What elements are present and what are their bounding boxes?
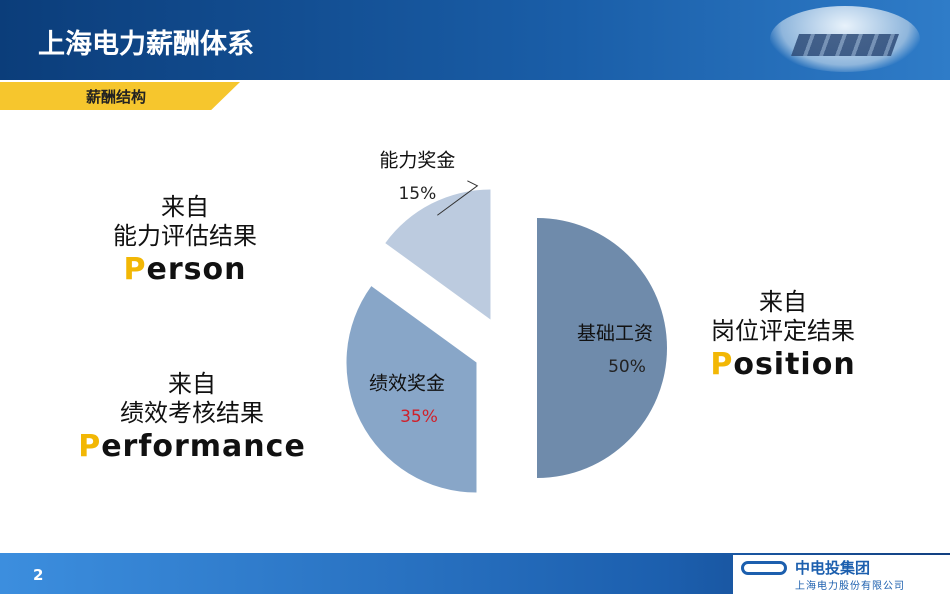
- annotation-line: 绩效考核结果: [120, 399, 264, 427]
- value-label: 35%: [400, 407, 438, 427]
- slice-label: 基础工资: [577, 323, 653, 345]
- slice-label: 能力奖金: [379, 149, 455, 171]
- logo-box: 中电投集团 上海电力股份有限公司: [733, 555, 950, 594]
- annotation-line: 来自: [759, 288, 807, 316]
- value-label: 15%: [398, 184, 436, 204]
- page-number: 2: [33, 566, 44, 584]
- pie-slice: [537, 218, 667, 478]
- annotation-keyword: Performance: [78, 429, 306, 464]
- annotation: 来自 能力评估结果 Person: [85, 193, 285, 289]
- value-label: 50%: [608, 357, 646, 377]
- company-name: 上海电力股份有限公司: [795, 581, 905, 592]
- section-tab: [0, 82, 240, 110]
- annotation-line: 岗位评定结果: [711, 317, 855, 345]
- logo-icon: [741, 561, 787, 575]
- annotation-keyword: Position: [710, 347, 856, 382]
- leader-line: [437, 180, 479, 216]
- annotation-line: 来自: [168, 370, 216, 398]
- header-photo: [770, 6, 920, 72]
- section-label: 薪酬结构: [86, 88, 147, 106]
- annotation: 来自 岗位评定结果 Position: [683, 288, 883, 384]
- slide-title: 上海电力薪酬体系: [38, 29, 254, 60]
- annotation-line: 能力评估结果: [113, 222, 257, 250]
- annotation-line: 来自: [161, 193, 209, 221]
- annotation: 来自 绩效考核结果 Performance: [72, 370, 312, 466]
- logo-text: 中电投集团: [795, 559, 871, 577]
- annotation-keyword: Person: [123, 252, 247, 287]
- slice-label: 绩效奖金: [369, 372, 445, 394]
- pie-slice: [346, 286, 477, 493]
- pie-slice: [385, 189, 491, 320]
